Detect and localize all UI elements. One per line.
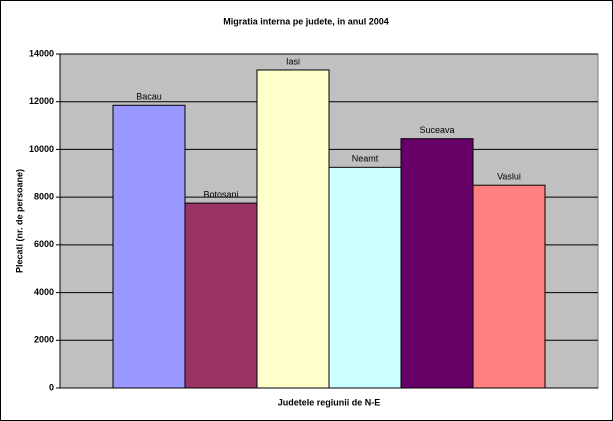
- data-label: Iasi: [286, 56, 300, 66]
- y-tick-label: 14000: [29, 48, 54, 58]
- y-tick-label: 0: [49, 382, 54, 392]
- data-label: Neamt: [352, 154, 379, 164]
- y-tick-label: 12000: [29, 96, 54, 106]
- data-label: Suceava: [419, 125, 454, 135]
- y-tick-label: 2000: [34, 335, 54, 345]
- bar: [112, 104, 186, 389]
- bar: [256, 69, 330, 389]
- data-label: Botosani: [203, 189, 238, 199]
- y-tick-label: 10000: [29, 144, 54, 154]
- data-label: Bacau: [136, 92, 162, 102]
- bar: [472, 184, 546, 389]
- x-axis-title: Judetele regiunii de N-E: [278, 397, 381, 407]
- y-axis-title: Plecati (nr. de persoane): [14, 169, 24, 273]
- y-tick-label: 8000: [34, 192, 54, 202]
- bar: [184, 202, 258, 389]
- y-tick-label: 6000: [34, 239, 54, 249]
- chart-title: Migratia interna pe judete, in anul 2004: [223, 16, 389, 26]
- data-label: Vaslui: [497, 172, 521, 182]
- bar: [400, 138, 474, 389]
- bar: [328, 166, 402, 389]
- y-tick-label: 4000: [34, 287, 54, 297]
